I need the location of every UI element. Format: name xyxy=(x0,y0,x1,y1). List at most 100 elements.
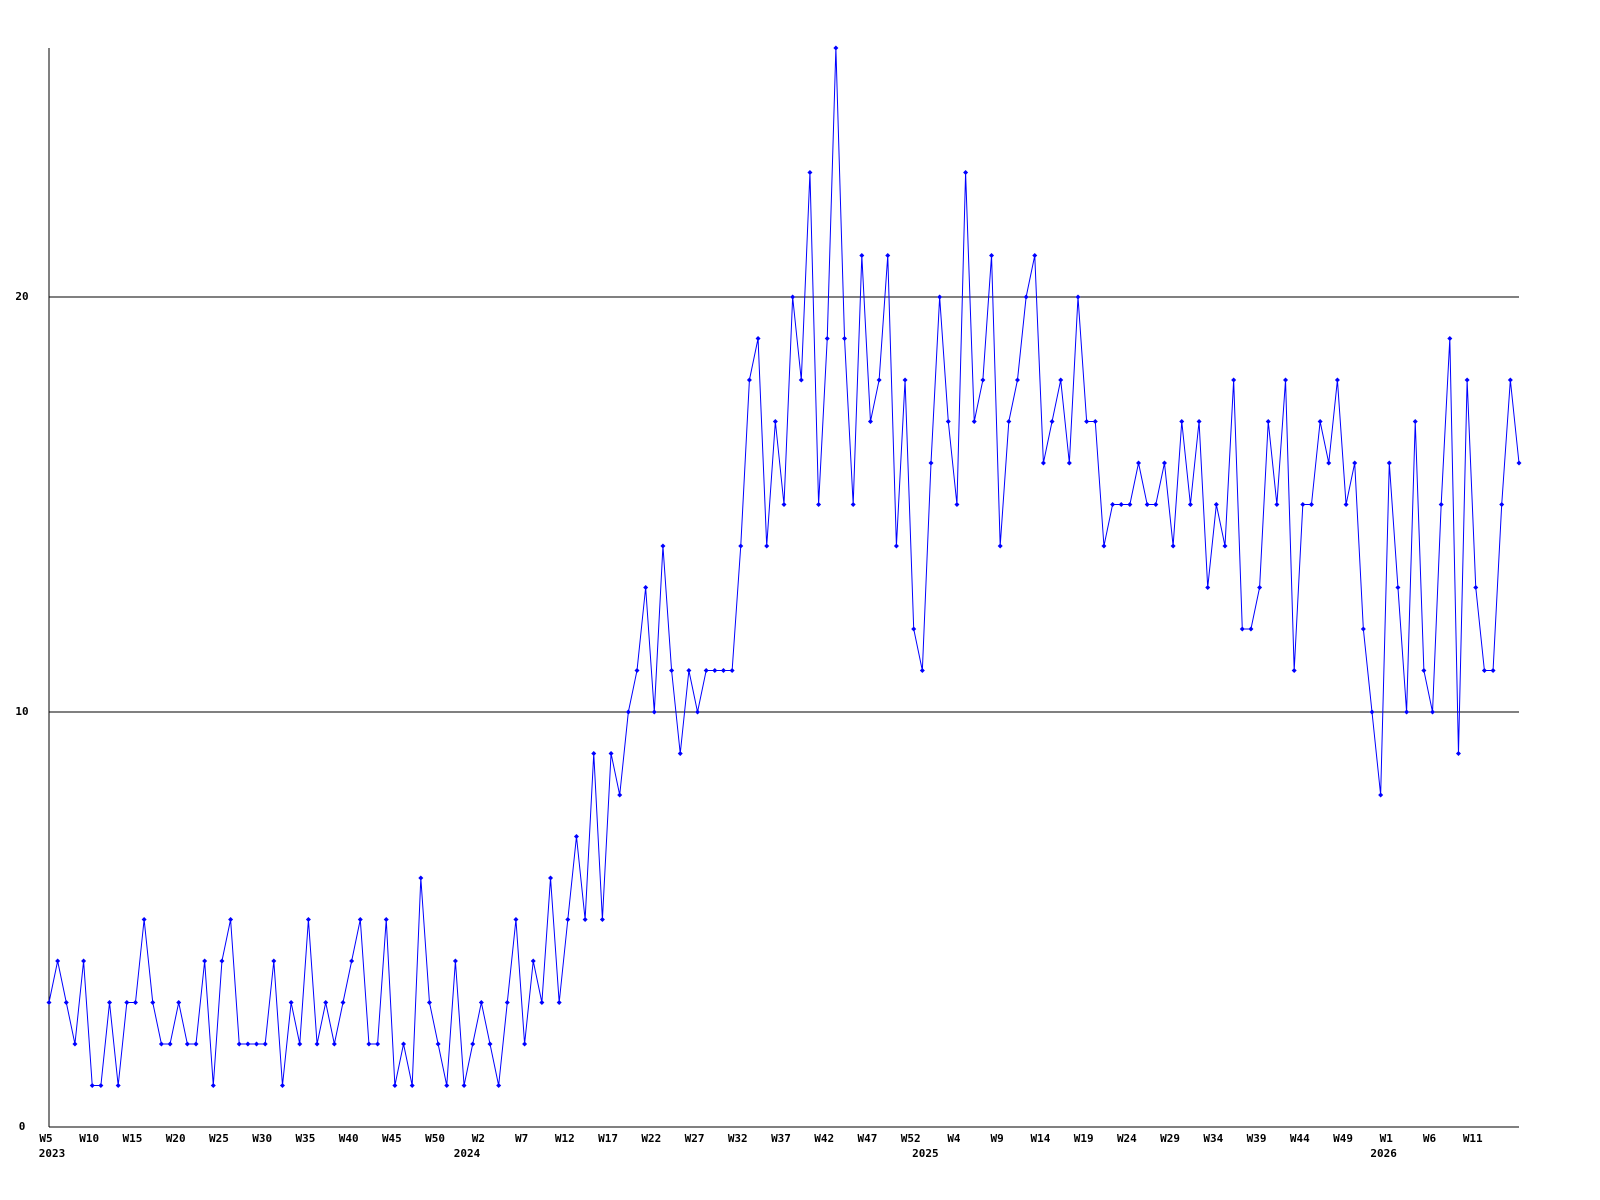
data-point xyxy=(651,709,657,715)
x-tick-label: W10 xyxy=(79,1132,99,1145)
data-point xyxy=(383,917,389,922)
data-point xyxy=(297,1041,303,1047)
data-point xyxy=(617,792,623,798)
data-point xyxy=(971,419,977,424)
x-tick-label: W20 xyxy=(166,1132,186,1145)
data-point xyxy=(591,751,597,756)
data-point xyxy=(1170,543,1176,549)
data-point xyxy=(522,1041,528,1047)
data-point xyxy=(1248,626,1254,632)
x-tick-label: W27 xyxy=(685,1132,705,1145)
data-point xyxy=(1447,336,1453,341)
x-tick-label: W39 xyxy=(1247,1132,1267,1145)
data-point xyxy=(1430,709,1436,715)
x-tick-label: W17 xyxy=(598,1132,618,1145)
y-tick-label: 0 xyxy=(19,1120,26,1133)
data-point xyxy=(245,1041,251,1047)
data-point xyxy=(1205,585,1211,590)
data-point xyxy=(945,419,951,424)
data-point xyxy=(634,668,640,673)
data-point xyxy=(1499,502,1505,507)
data-point xyxy=(1378,792,1384,798)
data-point xyxy=(314,1041,320,1047)
data-point xyxy=(288,1000,294,1005)
data-point xyxy=(1386,460,1392,466)
data-point xyxy=(1179,419,1185,424)
data-point xyxy=(712,668,718,673)
data-point xyxy=(738,543,744,549)
data-point xyxy=(1343,502,1349,507)
data-point xyxy=(305,917,311,922)
data-point xyxy=(1507,377,1513,383)
data-point xyxy=(660,543,666,549)
data-point xyxy=(1101,543,1107,549)
data-point xyxy=(1110,502,1116,507)
x-tick-label: W11 xyxy=(1463,1132,1483,1145)
data-point xyxy=(963,170,969,175)
data-point xyxy=(582,917,588,922)
x-tick-label: W24 xyxy=(1117,1132,1137,1145)
data-point xyxy=(859,253,865,258)
x-tick-label: W47 xyxy=(858,1132,878,1145)
data-point xyxy=(1300,502,1306,507)
data-point xyxy=(1473,585,1479,590)
x-tick-label: W35 xyxy=(295,1132,315,1145)
data-point xyxy=(375,1041,381,1047)
data-point xyxy=(158,1041,164,1047)
data-point xyxy=(1464,377,1470,383)
data-point xyxy=(513,917,519,922)
data-point xyxy=(1308,502,1314,507)
data-point xyxy=(1490,668,1496,673)
x-tick-label: W49 xyxy=(1333,1132,1353,1145)
data-point xyxy=(167,1041,173,1047)
data-point xyxy=(63,1000,69,1005)
data-point xyxy=(184,1041,190,1047)
data-point xyxy=(772,419,778,424)
data-point xyxy=(271,958,277,964)
data-point xyxy=(1291,668,1297,673)
x-tick-label: W22 xyxy=(641,1132,661,1145)
data-point xyxy=(504,1000,510,1005)
data-point xyxy=(1404,709,1410,715)
data-point xyxy=(444,1083,450,1088)
data-point xyxy=(176,1000,182,1005)
data-point xyxy=(850,502,856,507)
data-point xyxy=(1395,585,1401,590)
data-point xyxy=(1144,502,1150,507)
data-point xyxy=(89,1083,95,1088)
data-point xyxy=(357,917,363,922)
data-point xyxy=(1231,377,1237,383)
data-point xyxy=(349,958,355,964)
data-point xyxy=(755,336,761,341)
x-tick-label: W32 xyxy=(728,1132,748,1145)
data-point xyxy=(885,253,891,258)
x-tick-label: W4 xyxy=(947,1132,961,1145)
data-point xyxy=(409,1083,415,1088)
data-point xyxy=(608,751,614,756)
data-point xyxy=(1352,460,1358,466)
x-tick-label: W30 xyxy=(252,1132,272,1145)
data-point xyxy=(695,709,701,715)
data-point xyxy=(331,1041,337,1047)
data-point xyxy=(1058,377,1064,383)
x-tick-label: W25 xyxy=(209,1132,229,1145)
x-tick-label: W37 xyxy=(771,1132,791,1145)
data-point xyxy=(928,460,934,466)
data-point xyxy=(340,1000,346,1005)
data-point xyxy=(1516,460,1522,466)
data-point xyxy=(262,1041,268,1047)
data-point xyxy=(1092,419,1098,424)
data-point xyxy=(1066,460,1072,466)
data-point xyxy=(669,668,675,673)
data-point xyxy=(210,1083,216,1088)
data-point xyxy=(1040,460,1046,466)
data-point xyxy=(937,294,943,300)
data-point xyxy=(980,377,986,383)
data-point xyxy=(228,917,234,922)
data-point xyxy=(686,668,692,673)
data-point xyxy=(1023,294,1029,300)
data-point xyxy=(997,543,1003,549)
data-point xyxy=(599,917,605,922)
data-point xyxy=(720,668,726,673)
